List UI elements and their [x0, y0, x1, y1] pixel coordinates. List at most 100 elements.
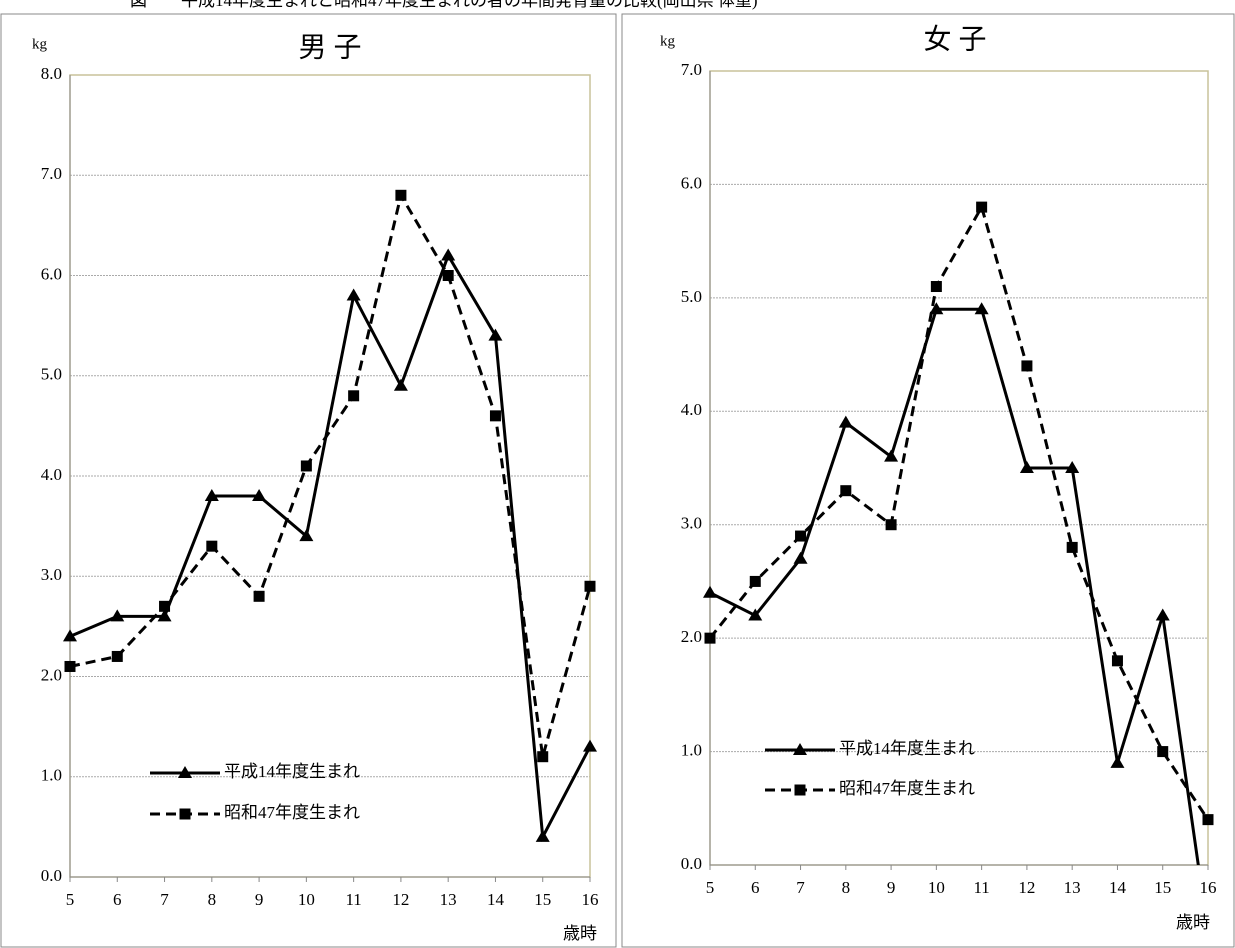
chart-title: 男 子 [298, 32, 361, 63]
marker [583, 739, 597, 752]
x-tick-label: 6 [113, 890, 122, 909]
x-tick-label: 14 [1109, 878, 1127, 897]
marker [535, 829, 550, 842]
marker [748, 608, 763, 621]
marker [393, 378, 408, 391]
y-tick-label: 1.0 [41, 766, 62, 785]
x-tick-label: 16 [1200, 878, 1217, 897]
y-tick-label: 2.0 [681, 627, 702, 646]
x-tick-label: 10 [298, 890, 315, 909]
marker [252, 489, 267, 502]
y-tick-label: 4.0 [41, 465, 62, 484]
y-tick-label: 8.0 [41, 64, 62, 83]
x-tick-label: 15 [1154, 878, 1171, 897]
marker [885, 519, 897, 531]
legend-label: 平成14年度生まれ [839, 739, 975, 758]
series-line [69, 251, 592, 843]
marker [974, 302, 989, 315]
legend-marker [794, 784, 806, 796]
marker [1202, 814, 1214, 826]
marker [930, 281, 942, 293]
y-axis-unit: kg [660, 33, 676, 49]
x-tick-label: 12 [392, 890, 409, 909]
marker [488, 328, 503, 341]
legend-marker [793, 743, 807, 755]
x-tick-label: 10 [928, 878, 945, 897]
figure-title: 図 平成14年度生まれと昭和47年度生まれの者の年間発育量の比較(岡山県 体重) [130, 0, 758, 10]
series-line [708, 203, 1210, 821]
marker [300, 460, 312, 472]
x-tick-label: 14 [487, 890, 505, 909]
marker [929, 302, 944, 315]
marker [1155, 608, 1170, 621]
marker [157, 609, 172, 622]
marker [348, 390, 360, 402]
marker [537, 751, 549, 763]
marker [795, 530, 807, 542]
panel-frame [0, 13, 617, 948]
x-tick-label: 7 [160, 890, 169, 909]
x-tick-label: 16 [582, 890, 599, 909]
marker [346, 288, 361, 301]
marker [1019, 461, 1034, 473]
legend-marker [178, 766, 192, 778]
marker [838, 415, 853, 428]
y-tick-label: 4.0 [681, 400, 702, 419]
marker [976, 201, 988, 213]
y-tick-label: 6.0 [41, 264, 62, 283]
x-tick-label: 15 [534, 890, 551, 909]
marker [1066, 541, 1078, 553]
plot [703, 201, 1214, 865]
marker [489, 410, 501, 422]
x-tick-label: 5 [706, 878, 715, 897]
x-tick-label: 11 [973, 878, 989, 897]
y-axis-unit: kg [32, 36, 48, 52]
y-tick-label: 0.0 [41, 866, 62, 885]
x-tick-label: 11 [345, 890, 361, 909]
x-tick-label: 8 [842, 878, 851, 897]
y-tick-label: 6.0 [681, 173, 702, 192]
marker [1110, 755, 1125, 768]
y-tick-label: 5.0 [41, 365, 62, 384]
x-tick-label: 8 [208, 890, 217, 909]
marker [793, 551, 808, 564]
x-tick-label: 6 [751, 878, 760, 897]
marker [206, 540, 218, 552]
y-tick-label: 5.0 [681, 287, 702, 306]
marker [584, 580, 596, 592]
marker [1065, 461, 1080, 473]
x-tick-label: 7 [796, 878, 805, 897]
x-tick-label: 13 [1064, 878, 1081, 897]
y-tick-label: 1.0 [681, 740, 702, 759]
x-tick-label: 5 [66, 890, 75, 909]
y-tick-label: 7.0 [41, 164, 62, 183]
y-tick-label: 3.0 [681, 514, 702, 533]
marker [884, 449, 899, 462]
y-tick-label: 0.0 [681, 854, 702, 873]
x-tick-label: 13 [440, 890, 457, 909]
legend-label: 昭和47年度生まれ [224, 803, 360, 822]
y-tick-label: 2.0 [41, 665, 62, 684]
marker [442, 270, 454, 281]
marker [840, 485, 852, 497]
marker [1111, 655, 1123, 667]
marker [159, 600, 171, 612]
series-line [709, 307, 1200, 865]
marker [110, 609, 125, 622]
marker [1157, 746, 1169, 758]
y-tick-label: 3.0 [41, 565, 62, 584]
x-tick-label: 9 [887, 878, 896, 897]
marker [749, 575, 761, 587]
marker [441, 248, 456, 261]
marker [63, 629, 77, 642]
marker [395, 189, 407, 201]
y-tick-label: 7.0 [681, 60, 702, 79]
legend-label: 平成14年度生まれ [224, 762, 360, 781]
marker [204, 489, 219, 502]
marker [111, 650, 123, 662]
marker [1021, 360, 1033, 372]
marker [299, 529, 314, 542]
legend-label: 昭和47年度生まれ [839, 779, 975, 798]
chart-title: 女 子 [923, 23, 986, 55]
